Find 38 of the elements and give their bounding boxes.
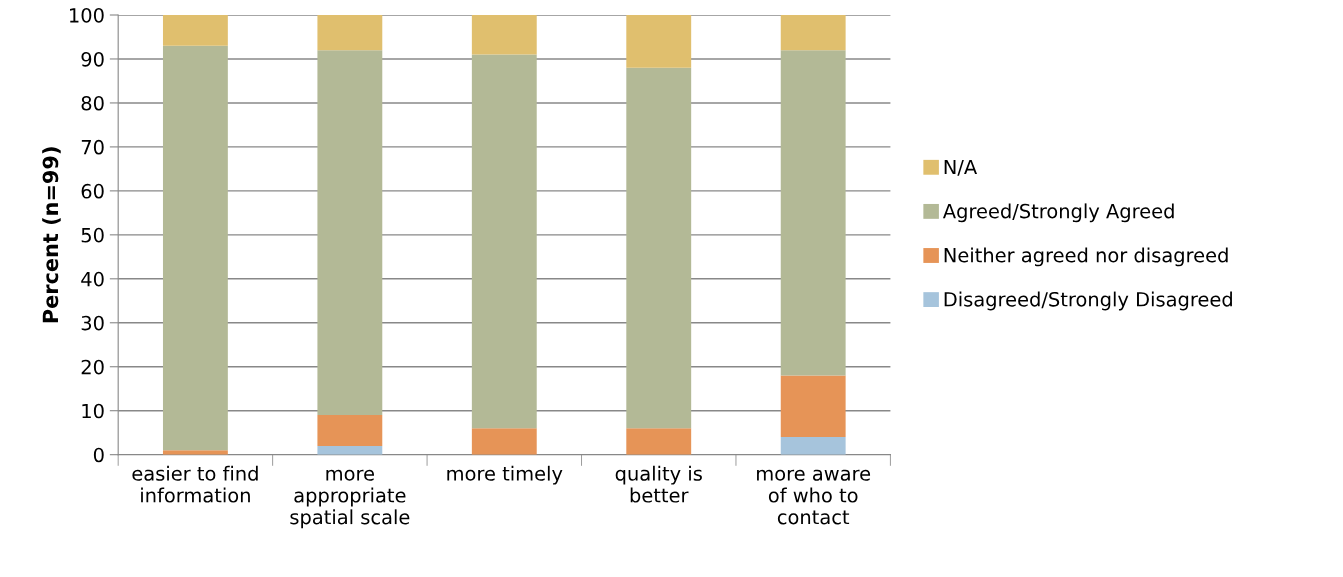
y-tick-label: 0: [93, 447, 104, 463]
bar: [626, 15, 692, 68]
x-tick-label: easier to find information: [132, 465, 258, 503]
y-tick-label: 100: [70, 7, 104, 23]
y-tick-label: 40: [81, 271, 104, 287]
x-tick-label: more aware of who to contact: [757, 469, 871, 525]
y-tick-label: 20: [81, 359, 104, 375]
y-tick-label: 10: [82, 403, 104, 419]
x-tick-label: quality is better: [615, 465, 702, 503]
bar: [780, 375, 846, 438]
bar: [162, 15, 228, 46]
legend-label: Neither agreed nor disagreed: [944, 247, 1228, 267]
bar: [162, 450, 228, 455]
x-tick-label: more appropriate spatial scale: [290, 469, 410, 529]
legend-label: Agreed/Strongly Agreed: [942, 203, 1174, 223]
bar: [317, 445, 383, 455]
y-tick-label: 90: [81, 51, 104, 67]
bar: [471, 15, 537, 55]
bar: [626, 67, 692, 429]
y-tick-label: 80: [81, 95, 104, 111]
legend-label: Disagreed/Strongly Disagreed: [944, 291, 1232, 311]
bar: [471, 428, 537, 455]
bar: [317, 415, 383, 446]
bar: [780, 50, 846, 376]
x-tick-label: more timely: [447, 465, 563, 485]
y-tick-label: 70: [81, 139, 104, 155]
bar: [780, 15, 846, 51]
y-tick-label: 60: [81, 183, 104, 199]
bar: [317, 50, 383, 416]
bar: [317, 15, 383, 51]
bar: [626, 428, 692, 455]
y-axis-title: Percent (n=99): [42, 147, 61, 323]
bar: [471, 54, 537, 429]
y-tick-label: 30: [81, 315, 104, 331]
legend-label: N/A: [944, 159, 978, 176]
bar: [780, 437, 846, 455]
y-tick-label: 50: [81, 227, 104, 243]
bar: [162, 45, 228, 451]
